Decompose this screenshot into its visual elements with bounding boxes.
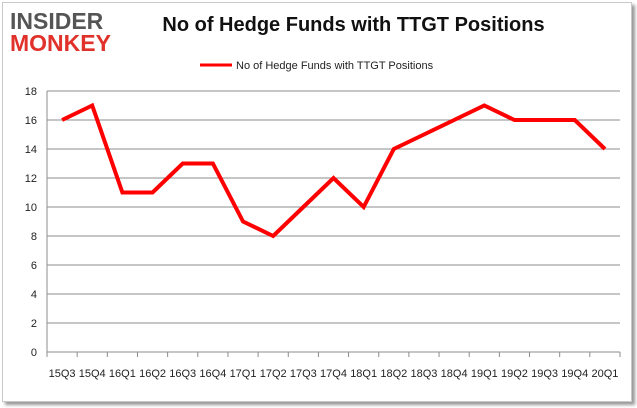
chart-title: No of Hedge Funds with TTGT Positions [162,14,545,36]
logo-insider: INSIDER [10,8,104,34]
x-tick-label: 15Q4 [79,368,106,380]
x-tick-label: 16Q1 [109,368,136,380]
y-tick-label: 12 [25,173,37,185]
x-tick-label: 19Q3 [531,368,558,380]
x-tick-label: 17Q4 [320,368,347,380]
x-tick-label: 17Q1 [230,368,257,380]
x-tick-label: 20Q1 [591,368,618,380]
x-tick-label: 18Q3 [411,368,438,380]
series-line [61,102,607,239]
x-tick-label: 19Q4 [561,368,588,380]
x-tick-label: 17Q2 [260,368,287,380]
x-tick-label: 19Q2 [501,368,528,380]
x-tick-label: 18Q2 [380,368,407,380]
y-tick-label: 8 [31,231,37,243]
x-tick-label: 16Q3 [169,368,196,380]
y-tick-label: 0 [31,347,37,359]
y-tick-label: 4 [31,289,37,301]
y-tick-label: 14 [25,144,37,156]
y-tick-label: 10 [25,202,37,214]
y-tick-label: 2 [31,318,37,330]
chart-frame [2,2,632,402]
legend-label: No of Hedge Funds with TTGT Positions [236,60,434,72]
logo-monkey: MONKEY [10,30,111,56]
y-tick-label: 16 [25,115,37,127]
x-tick-label: 18Q4 [441,368,468,380]
x-tick-label: 16Q2 [139,368,166,380]
x-tick-label: 15Q3 [49,368,76,380]
x-tick-label: 18Q1 [350,368,377,380]
x-tick-label: 19Q1 [471,368,498,380]
x-tick-label: 17Q3 [290,368,317,380]
y-tick-label: 18 [25,86,37,98]
y-tick-label: 6 [31,260,37,272]
legend: No of Hedge Funds with TTGT Positions [200,60,434,72]
x-tick-label: 16Q4 [199,368,226,380]
